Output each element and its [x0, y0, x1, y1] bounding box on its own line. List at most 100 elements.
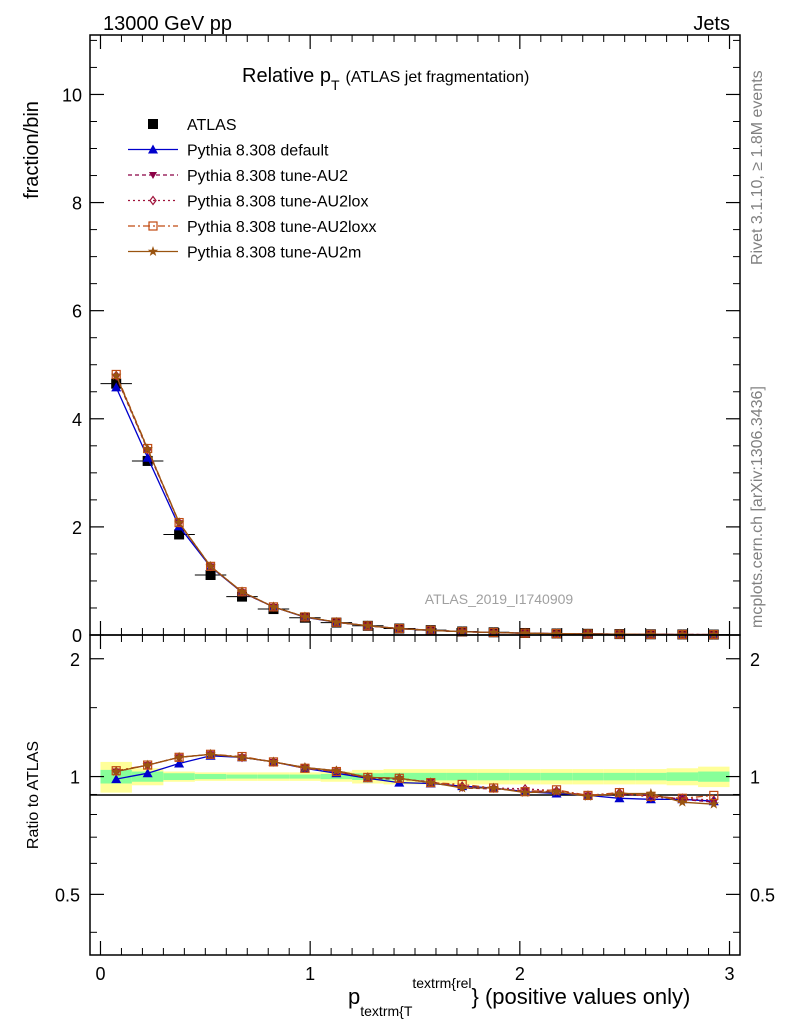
ratio-axis-ticks: 0.5 0.5 1 1 2 2 0 1 2 3: [55, 635, 775, 984]
ratio-band-inner: [163, 773, 195, 780]
ratio-y-tick-label: 2: [70, 650, 80, 670]
legend-label: Pythia 8.308 tune-AU2loxx: [187, 219, 376, 236]
default-line: [115, 387, 714, 636]
main-axis-ticks: 0 2 4 6 8 10: [62, 35, 740, 646]
mcplots-label: mcplots.cern.ch [arXiv:1306.3436]: [749, 386, 766, 628]
legend-marker: [148, 221, 158, 231]
main-panel: 0 2 4 6 8 10 Relative pT (ATLAS jet fragmentat…: [21, 34, 741, 646]
au2loxx-line: [115, 374, 714, 636]
legend-entry-default: Pythia 8.308 default: [128, 143, 329, 160]
ratio-plot-frame: [89, 634, 741, 956]
legend-label: Pythia 8.308 default: [187, 143, 329, 160]
au2m-point: [488, 626, 499, 637]
ratio-default-line: [116, 755, 714, 802]
au2m-point: [614, 628, 625, 639]
ratio-default-point: [111, 774, 122, 784]
main-y-tick-label: 4: [72, 410, 82, 430]
default-point: [142, 452, 153, 462]
ratio-au2m-point: [268, 756, 279, 767]
header-right: Jets: [693, 13, 730, 35]
x-tick-label: 1: [305, 964, 315, 984]
legend-label: Pythia 8.308 tune-AU2: [187, 168, 348, 185]
legend-entry-au2: Pythia 8.308 tune-AU2: [128, 168, 348, 185]
watermark-label: ATLAS_2019_I1740909: [425, 591, 574, 607]
x-label-sup: textrm{rel: [412, 975, 471, 991]
legend-marker: [148, 144, 158, 154]
main-series-au2loxx: [111, 369, 719, 640]
au2m-point: [425, 624, 436, 635]
x-tick-label: 3: [725, 964, 735, 984]
ratio-au2m-point: [488, 782, 499, 793]
legend-label: ATLAS: [187, 117, 237, 134]
au2lox-line: [115, 375, 714, 636]
ratio-y-label: Ratio to ATLAS: [25, 741, 42, 849]
x-label-sub: textrm{T: [360, 1003, 413, 1019]
ratio-au2m-line: [116, 753, 714, 805]
ratio-au2m-point: [614, 788, 625, 798]
ratio-series-group: [110, 748, 720, 809]
au2m-point: [551, 628, 562, 639]
ratio-y-tick-label-right: 2: [750, 650, 760, 670]
au2m-point: [331, 616, 342, 627]
main-series-au2: [112, 373, 718, 639]
x-label-rest: } (positive values only): [472, 984, 691, 1009]
ratio-band-inner: [635, 772, 667, 781]
ratio-au2lox-point: [552, 785, 561, 796]
main-y-tick-label: 0: [72, 626, 82, 646]
legend-entry-au2m: Pythia 8.308 tune-AU2m: [128, 245, 361, 262]
ratio-band-inner: [698, 771, 730, 782]
main-series-default: [111, 382, 719, 639]
ratio-au2m-point: [299, 761, 311, 772]
atlas-point: [174, 529, 185, 540]
au2m-point: [110, 370, 122, 380]
ratio-band-inner: [477, 772, 510, 781]
legend-entry-au2loxx: Pythia 8.308 tune-AU2loxx: [128, 219, 376, 236]
au2m-point: [142, 443, 153, 454]
main-series-au2m: [110, 370, 720, 640]
au2-line: [115, 376, 714, 636]
ratio-band-inner: [226, 774, 258, 779]
au2m-point: [205, 560, 216, 571]
main-y-tick-label: 6: [72, 302, 82, 322]
legend-entry-au2lox: Pythia 8.308 tune-AU2lox: [128, 194, 368, 211]
ratio-panel: 0.5 0.5 1 1 2 2 0 1 2 3 Ratio to ATLAS ptextrm{T t…: [25, 634, 775, 1019]
ratio-au2m-point: [205, 748, 216, 759]
ratio-au2m-point: [519, 787, 531, 798]
ratio-default-point: [174, 758, 185, 768]
legend-marker: [147, 246, 159, 256]
ratio-au2m-point: [708, 798, 720, 809]
au2m-point: [299, 611, 311, 622]
main-y-tick-label: 10: [62, 85, 82, 105]
ratio-y-tick-label: 1: [70, 768, 80, 788]
ratio-band-inner: [540, 772, 573, 781]
rivet-version-label: Rivet 3.1.10, ≥ 1.8M events: [749, 70, 766, 265]
ratio-au2m-point: [582, 790, 594, 801]
main-y-tick-label: 8: [72, 194, 82, 214]
title-main: Relative p: [242, 65, 331, 87]
ratio-series-au2m: [110, 748, 720, 809]
header-left: 13000 GeV pp: [103, 13, 232, 35]
ratio-band-inner: [289, 774, 321, 779]
ratio-band-inner: [572, 772, 604, 781]
ratio-band-inner: [603, 772, 636, 781]
legend-marker: [149, 195, 157, 206]
legend-label: Pythia 8.308 tune-AU2m: [187, 245, 361, 262]
main-y-label: fraction/bin: [21, 101, 43, 199]
ratio-band-inner: [257, 774, 290, 779]
au2m-line: [115, 375, 714, 636]
legend: ATLAS Pythia 8.308 default Pythia 8.308 tu…: [128, 117, 376, 262]
x-label-main: p: [348, 984, 360, 1009]
au2m-point: [268, 601, 279, 612]
atlas-point: [205, 570, 216, 580]
ratio-y-tick-label-right: 1: [750, 768, 760, 788]
ratio-au2m-point: [677, 796, 688, 807]
ratio-au2m-point: [236, 751, 248, 762]
ratio-default-point: [142, 768, 153, 778]
ratio-band-inner: [415, 772, 447, 781]
ratio-au2m-point: [173, 751, 185, 762]
default-point: [111, 382, 122, 392]
main-series-au2lox: [112, 370, 718, 640]
ratio-uncertainty-bands: [100, 761, 730, 793]
x-tick-label: 2: [515, 964, 525, 984]
